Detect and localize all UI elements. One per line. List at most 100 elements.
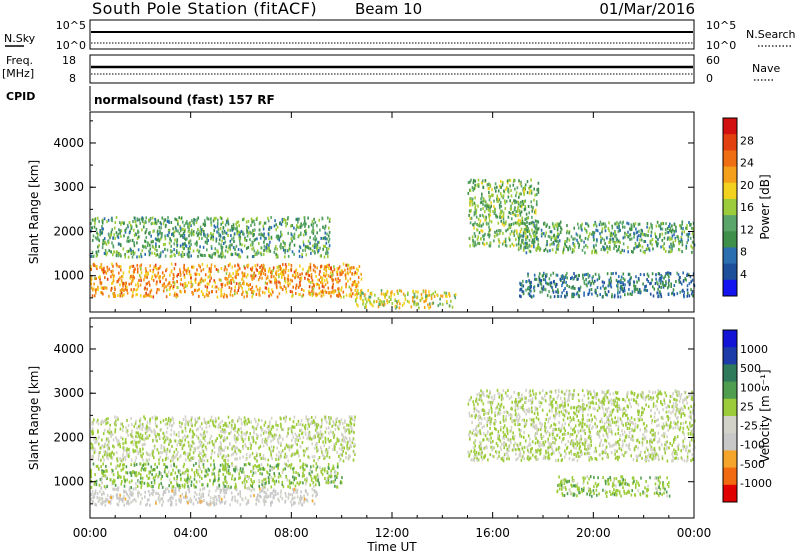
echo-cell: [480, 224, 483, 228]
echo-cell: [224, 446, 227, 449]
echo-cell: [524, 183, 527, 187]
echo-cell: [608, 245, 611, 249]
echo-cell: [309, 241, 311, 245]
echo-cell: [201, 253, 203, 257]
echo-cell: [356, 272, 358, 275]
echo-cell: [211, 253, 214, 257]
echo-cell: [91, 250, 94, 254]
echo-cell: [139, 424, 141, 428]
echo-cell: [228, 465, 231, 469]
echo-cell: [311, 285, 314, 289]
echo-cell: [680, 282, 683, 286]
echo-cell: [627, 235, 629, 239]
echo-cell: [528, 229, 530, 233]
echo-cell: [522, 202, 525, 206]
echo-cell: [247, 263, 250, 267]
echo-cell: [282, 485, 285, 489]
echo-cell: [148, 470, 151, 474]
echo-cell: [251, 220, 253, 224]
echo-cell: [523, 200, 525, 204]
echo-cell: [599, 235, 602, 239]
echo-cell: [279, 264, 281, 268]
echo-cell: [255, 465, 258, 469]
echo-cell: [572, 247, 574, 251]
echo-cell: [104, 240, 107, 244]
echo-cell: [297, 285, 300, 289]
echo-cell: [235, 465, 238, 469]
echo-cell: [112, 279, 115, 283]
echo-cell: [323, 267, 326, 271]
echo-cell: [122, 247, 125, 251]
echo-cell: [679, 224, 681, 228]
echo-cell: [199, 245, 201, 249]
echo-cell: [500, 194, 503, 198]
echo-cell: [273, 494, 275, 498]
echo-cell: [532, 221, 535, 225]
echo-cell: [370, 292, 373, 296]
echo-cell: [661, 276, 663, 280]
echo-cell: [253, 271, 255, 275]
echo-cell: [184, 238, 187, 242]
echo-cell: [319, 269, 321, 273]
echo-cell: [291, 493, 294, 497]
echo-cell: [187, 440, 190, 444]
echo-cell: [544, 273, 547, 277]
echo-cell: [123, 494, 125, 498]
echo-cell: [518, 209, 521, 213]
echo-cell: [188, 255, 190, 259]
echo-cell: [192, 249, 195, 253]
echo-cell: [156, 288, 159, 291]
echo-cell: [263, 237, 266, 241]
echo-cell: [504, 201, 506, 205]
echo-cell: [561, 277, 564, 280]
echo-cell: [312, 231, 315, 235]
echo-cell: [181, 492, 184, 496]
echo-cell: [186, 268, 189, 272]
echo-cell: [490, 204, 492, 208]
echo-cell: [600, 248, 603, 252]
echo-cell: [515, 194, 517, 198]
echo-cell: [537, 220, 540, 224]
echo-cell: [289, 282, 291, 286]
echo-cell: [679, 280, 682, 284]
echo-cell: [275, 493, 277, 497]
echo-cell: [265, 277, 268, 281]
echo-cell: [525, 238, 527, 242]
echo-cell: [200, 277, 203, 281]
echo-cell: [529, 281, 531, 285]
echo-cell: [101, 493, 103, 496]
echo-cell: [309, 268, 312, 272]
echo-cell: [629, 281, 631, 285]
echo-cell: [219, 463, 222, 467]
echo-cell: [395, 306, 397, 310]
echo-cell: [182, 220, 184, 224]
echo-cell: [646, 247, 648, 251]
echo-cell: [199, 225, 202, 229]
echo-cell: [161, 485, 164, 489]
echo-cell: [533, 233, 535, 237]
echo-cell: [675, 280, 677, 283]
echo-cell: [498, 240, 501, 244]
echo-cell: [528, 211, 530, 215]
echo-cell: [374, 293, 376, 297]
echo-cell: [301, 503, 304, 507]
echo-cell: [243, 463, 246, 467]
echo-cell: [108, 500, 110, 504]
nsearch-tick-low: 10^0: [706, 39, 736, 52]
echo-cell: [307, 216, 309, 220]
echo-cell: [126, 492, 128, 496]
echo-cell: [90, 493, 93, 497]
echo-cell: [210, 245, 213, 249]
nave-tick-low: 0: [706, 72, 713, 85]
echo-cell: [270, 235, 273, 239]
echo-cell: [104, 474, 107, 478]
echo-cell: [346, 263, 349, 267]
echo-cell: [174, 238, 176, 242]
echo-cell: [218, 499, 221, 503]
echo-cell: [643, 240, 645, 243]
echo-cell: [540, 283, 543, 286]
echo-cell: [439, 297, 441, 301]
echo-cell: [319, 290, 322, 294]
echo-cell: [592, 275, 594, 279]
echo-cell: [636, 287, 639, 291]
